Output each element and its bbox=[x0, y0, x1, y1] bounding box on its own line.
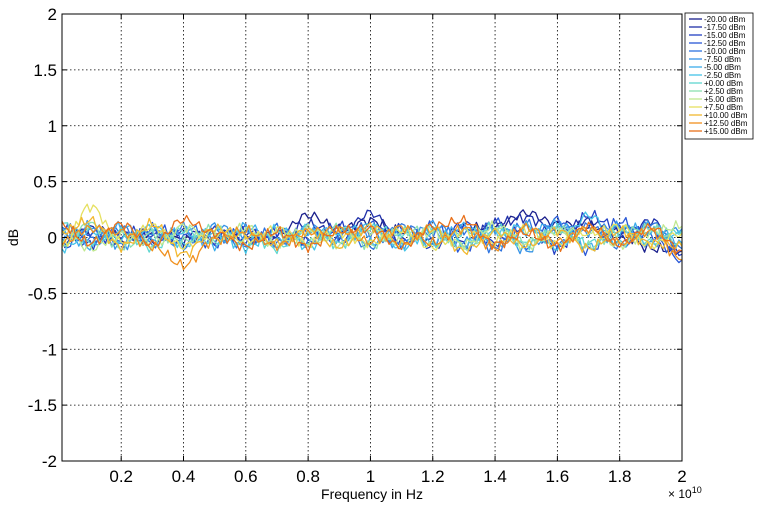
y-tick-label: -0.5 bbox=[28, 284, 57, 303]
legend-entry-label: -7.50 dBm bbox=[704, 55, 741, 64]
series-line bbox=[61, 211, 683, 255]
legend: -20.00 dBm-17.50 dBm-15.00 dBm-12.50 dBm… bbox=[684, 12, 754, 140]
y-tick-label: -2 bbox=[42, 452, 57, 471]
x-multiplier-exponent: 10 bbox=[692, 485, 702, 495]
legend-entry-label: -2.50 dBm bbox=[704, 71, 741, 80]
series-line bbox=[61, 222, 683, 271]
x-tick-label: 0.8 bbox=[296, 467, 320, 486]
legend-entry-label: +15.00 dBm bbox=[704, 127, 748, 136]
series-line bbox=[61, 215, 683, 259]
y-tick-label: 1.5 bbox=[33, 61, 57, 80]
legend-entry-label: -10.00 dBm bbox=[704, 47, 746, 56]
x-tick-label: 1.2 bbox=[421, 467, 445, 486]
legend-entry-label: -12.50 dBm bbox=[704, 39, 746, 48]
legend-entry-label: +7.50 dBm bbox=[704, 103, 743, 112]
x-tick-label: 0.4 bbox=[172, 467, 196, 486]
x-tick-label: 0.2 bbox=[109, 467, 133, 486]
legend-entry-label: -5.00 dBm bbox=[704, 63, 741, 72]
legend-entry-label: +12.50 dBm bbox=[704, 119, 748, 128]
y-tick-label: 1 bbox=[48, 117, 57, 136]
y-axis-label: dB bbox=[5, 229, 21, 246]
axis-ticks: 0.2 0.4 0.6 0.8 1 1.2 1.4 1.6 1.8 2 2 1.5 1 0.5 0 -0.5 -… bbox=[28, 5, 687, 486]
legend-entry-label: -17.50 dBm bbox=[704, 23, 746, 32]
y-tick-label: -1.5 bbox=[28, 396, 57, 415]
x-tick-label: 1.6 bbox=[546, 467, 570, 486]
x-tick-label: 0.6 bbox=[234, 467, 258, 486]
x-tick-label: 1 bbox=[366, 467, 375, 486]
series-line bbox=[61, 219, 683, 255]
legend-entry-label: -15.00 dBm bbox=[704, 31, 746, 40]
legend-entry-label: +5.00 dBm bbox=[704, 95, 743, 104]
x-tick-label: 1.4 bbox=[483, 467, 507, 486]
series-lines bbox=[61, 203, 683, 271]
y-tick-label: 0.5 bbox=[33, 173, 57, 192]
y-tick-label: 0 bbox=[48, 229, 57, 248]
x-axis-label: Frequency in Hz bbox=[321, 486, 423, 502]
legend-entry-label: -20.00 dBm bbox=[704, 15, 746, 24]
series-line bbox=[61, 214, 683, 255]
x-multiplier-base: × 10 bbox=[668, 487, 692, 501]
legend-box bbox=[684, 12, 754, 140]
legend-entry-label: +0.00 dBm bbox=[704, 79, 743, 88]
x-tick-label: 2 bbox=[677, 467, 686, 486]
y-tick-label: -1 bbox=[42, 340, 57, 359]
x-multiplier-label: × 1010 bbox=[668, 485, 702, 501]
legend-entry-label: +10.00 dBm bbox=[704, 111, 748, 120]
x-tick-label: 1.8 bbox=[608, 467, 632, 486]
y-tick-label: 2 bbox=[48, 5, 57, 24]
legend-entry-label: +2.50 dBm bbox=[704, 87, 743, 96]
